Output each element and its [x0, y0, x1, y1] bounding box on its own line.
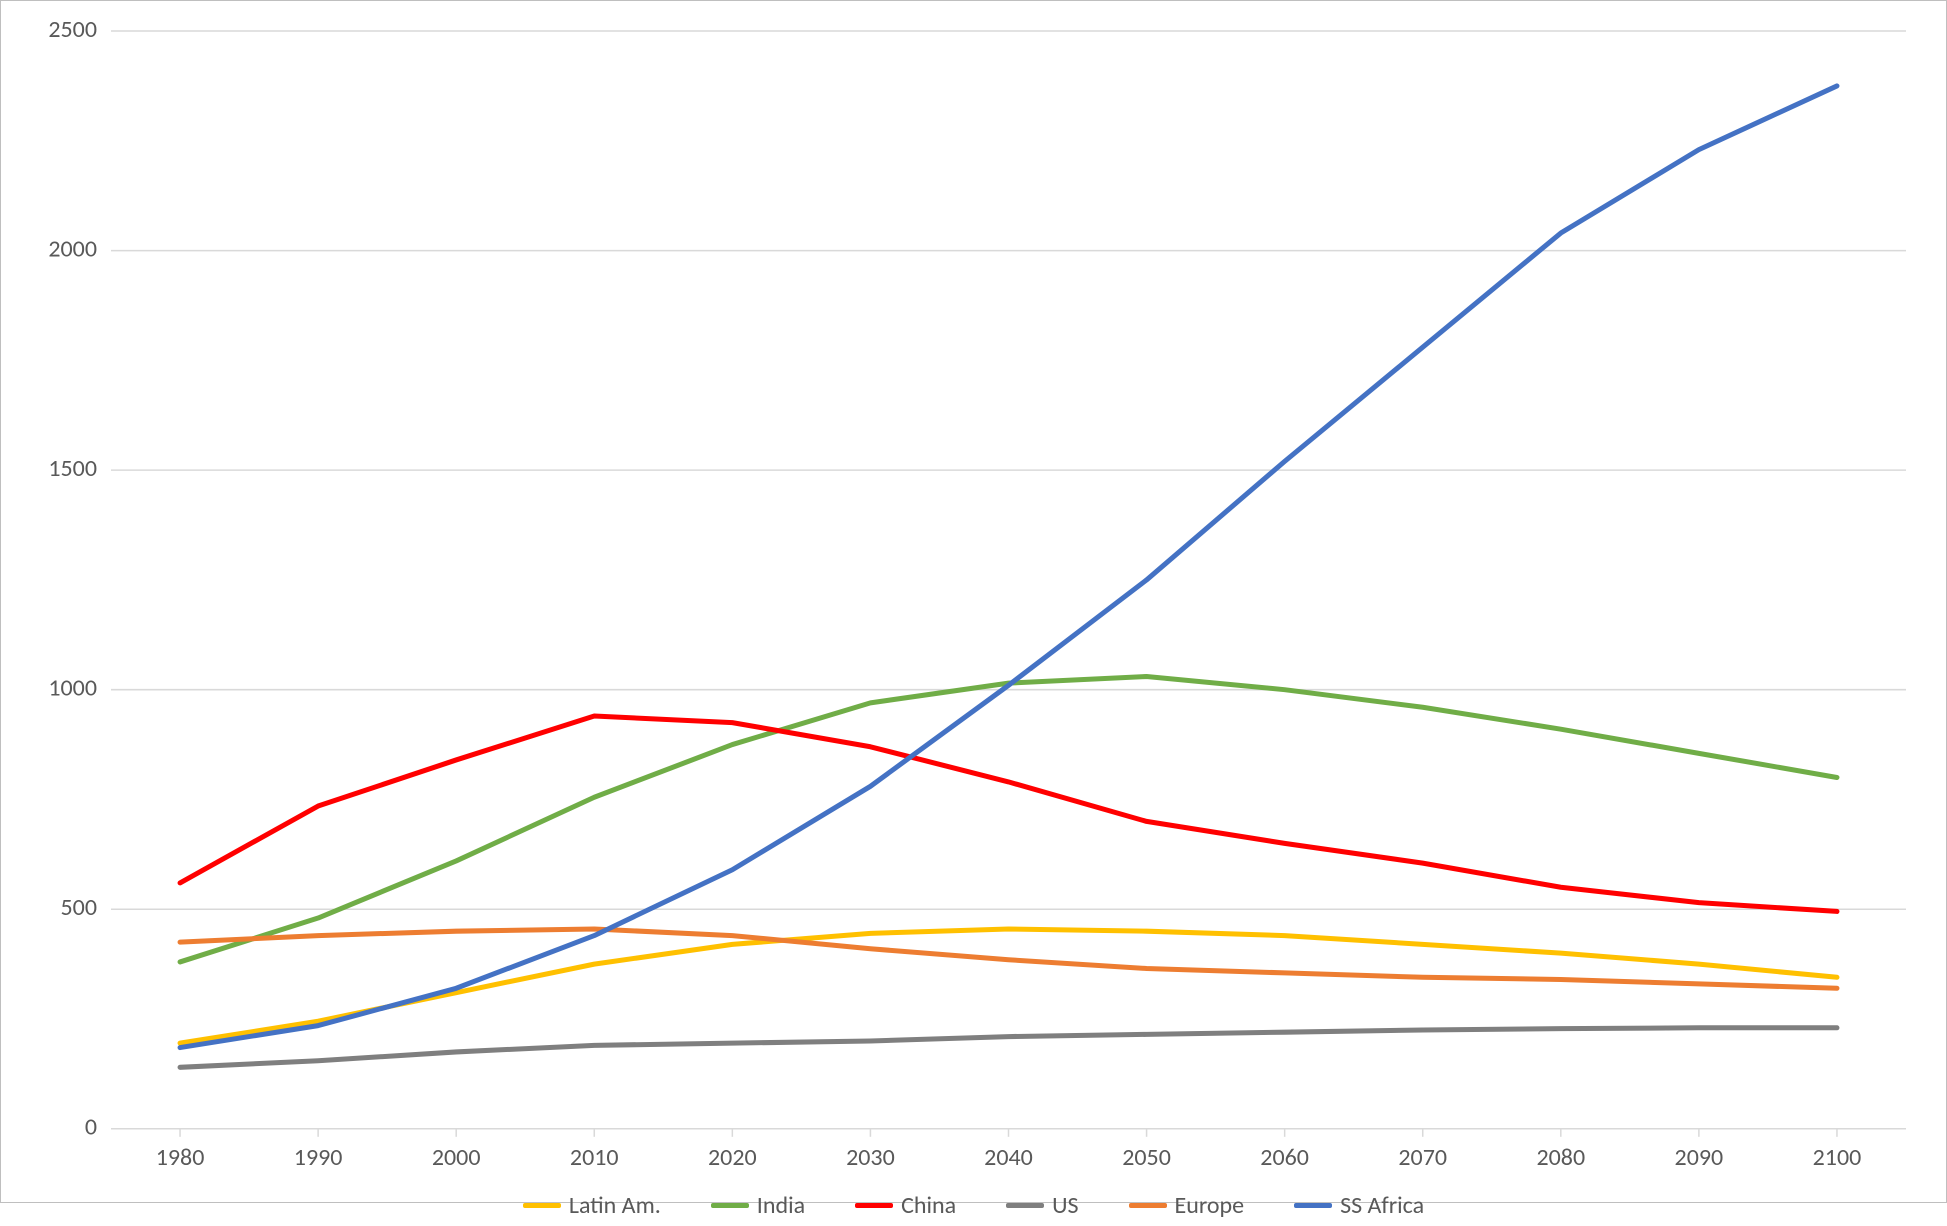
x-tick-label: 2100 [1813, 1143, 1862, 1172]
x-tick-label: 2080 [1536, 1143, 1585, 1172]
legend-item-india: India [711, 1191, 805, 1220]
y-tick-label: 2500 [48, 21, 97, 44]
legend-label: India [757, 1191, 805, 1220]
legend-label: Latin Am. [569, 1191, 661, 1220]
series-china [180, 716, 1837, 911]
y-tick-label: 1000 [48, 673, 97, 702]
x-tick-label: 2010 [570, 1143, 619, 1172]
legend-swatch [855, 1203, 893, 1208]
y-tick-label: 2000 [48, 234, 97, 263]
x-tick-label: 2030 [846, 1143, 895, 1172]
legend-item-china: China [855, 1191, 956, 1220]
series-india [180, 677, 1837, 962]
x-tick-label: 2050 [1122, 1143, 1171, 1172]
legend-label: Europe [1175, 1191, 1245, 1220]
legend-label: China [901, 1191, 956, 1220]
legend-item-latin_am: Latin Am. [523, 1191, 661, 1220]
y-tick-label: 0 [85, 1112, 97, 1141]
x-tick-label: 2000 [432, 1143, 481, 1172]
x-tick-label: 2040 [984, 1143, 1033, 1172]
x-tick-label: 1980 [156, 1143, 205, 1172]
line-chart-svg: 0 500 1000 1500 2000 2500 1980 1990 2000 2010 2020… [21, 21, 1926, 1179]
legend-swatch [1129, 1203, 1167, 1208]
legend-swatch [711, 1203, 749, 1208]
legend-item-europe: Europe [1129, 1191, 1245, 1220]
plot-area: 0 500 1000 1500 2000 2500 1980 1990 2000 2010 2020… [21, 21, 1926, 1179]
x-tick-label: 2020 [708, 1143, 757, 1172]
legend-swatch [523, 1203, 561, 1208]
x-tick-label: 2090 [1675, 1143, 1724, 1172]
y-tick-label: 500 [61, 893, 97, 922]
legend-item-ss_africa: SS Africa [1294, 1191, 1424, 1220]
chart-container: 0 500 1000 1500 2000 2500 1980 1990 2000 2010 2020… [0, 0, 1947, 1203]
legend-label: SS Africa [1340, 1191, 1424, 1220]
legend-swatch [1006, 1203, 1044, 1208]
legend-swatch [1294, 1203, 1332, 1208]
series-us [180, 1028, 1837, 1068]
x-tick-label: 2070 [1398, 1143, 1447, 1172]
legend-label: US [1052, 1191, 1078, 1220]
y-tick-label: 1500 [48, 454, 97, 483]
legend-item-us: US [1006, 1191, 1078, 1220]
x-tick-label: 1990 [294, 1143, 343, 1172]
series-europe [180, 929, 1837, 988]
series-ss_africa [180, 86, 1837, 1048]
x-tick-label: 2060 [1260, 1143, 1309, 1172]
